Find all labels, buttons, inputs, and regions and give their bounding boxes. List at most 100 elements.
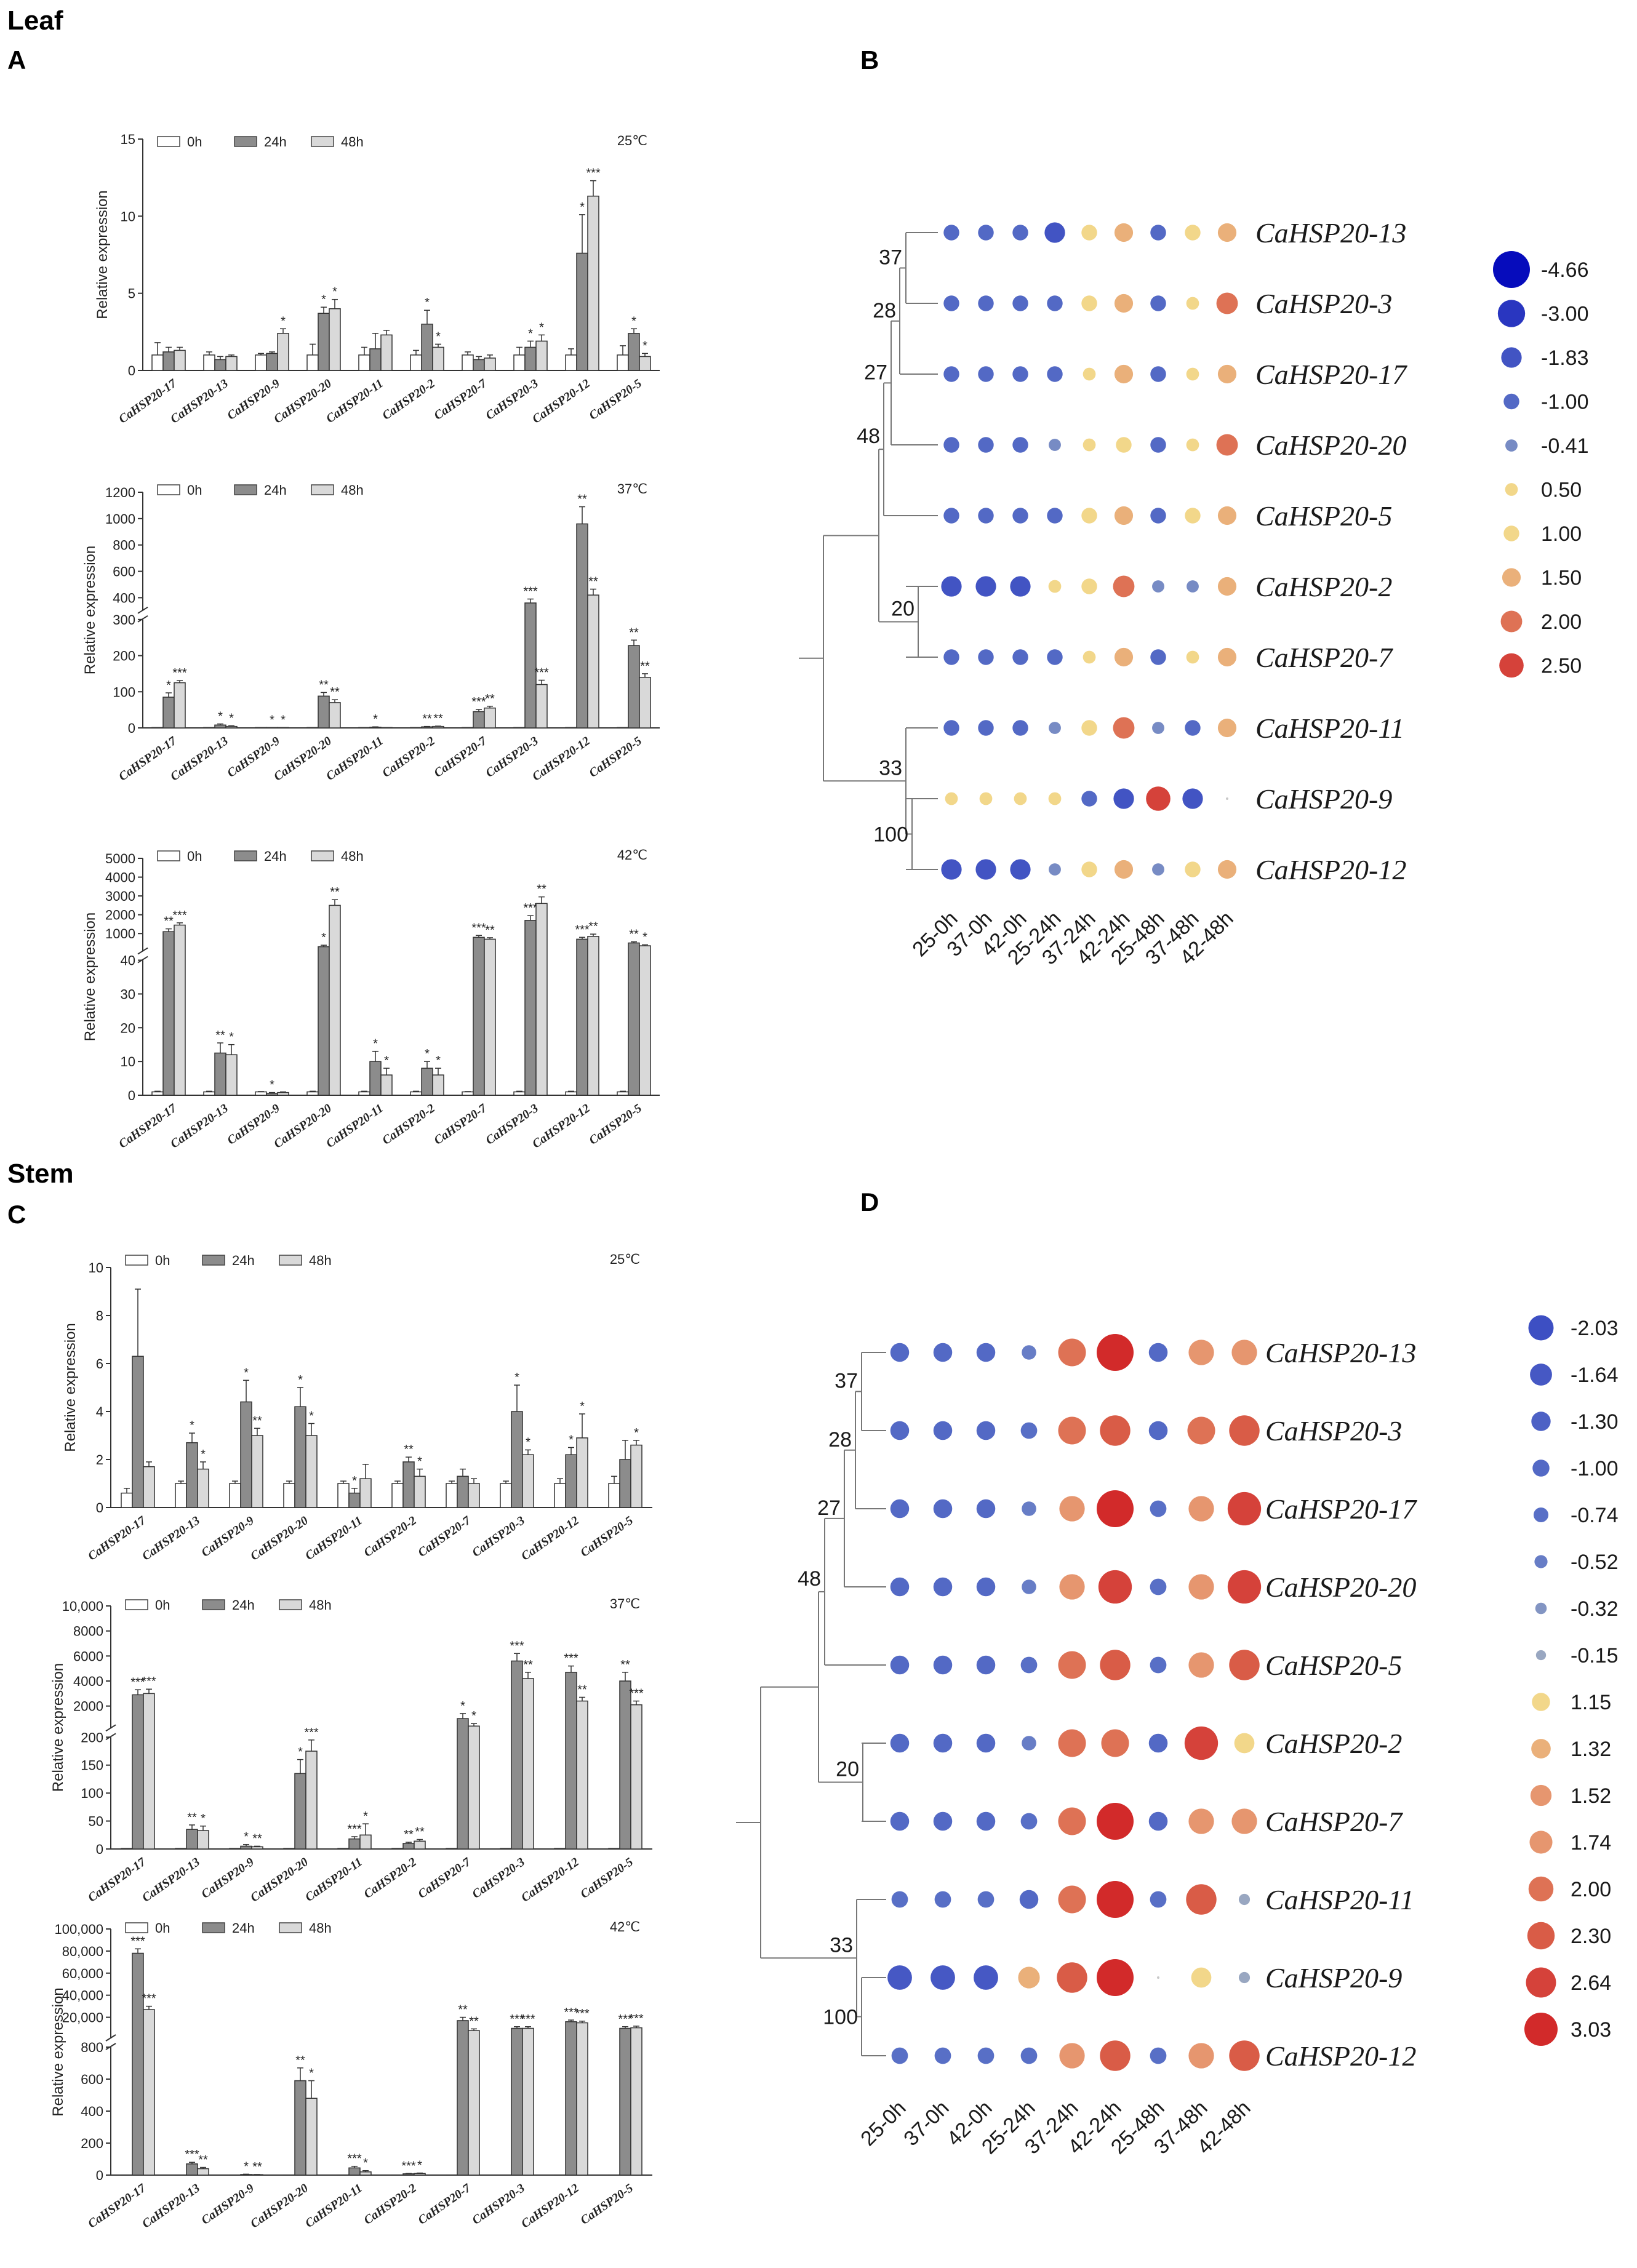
significance-mark: *	[166, 679, 171, 692]
dot-CaHSP20-2-42-0h	[1010, 576, 1031, 597]
dot-CaHSP20-7-42-0h	[976, 1811, 996, 1831]
significance-mark: **	[485, 924, 495, 937]
dot-CaHSP20-9-37-0h	[931, 1965, 955, 1990]
row-label: CaHSP20-2	[1265, 1728, 1402, 1759]
legend-label-48h: 48h	[341, 134, 364, 150]
legend-swatch-0h	[125, 1599, 148, 1610]
significance-mark: *	[384, 1054, 389, 1068]
significance-mark: **	[295, 2054, 305, 2067]
legend-swatch-48h	[311, 850, 334, 861]
axis-break-mark	[137, 947, 148, 955]
node-label: 33	[830, 1933, 853, 1957]
dot-CaHSP20-7-37-24h	[1083, 650, 1096, 664]
category-label: CaHSP20-12	[530, 734, 593, 783]
significance-mark: *	[580, 1400, 585, 1413]
bar-24h-CaHSP20-3	[524, 346, 537, 371]
significance-mark: *	[514, 1371, 519, 1384]
significance-mark: *	[270, 713, 274, 727]
bar-48h-CaHSP20-20	[329, 308, 341, 371]
bar-48h-CaHSP20-20	[305, 1435, 318, 1508]
dot-CaHSP20-13-42-0h	[1012, 225, 1028, 241]
significance-mark: ***	[304, 1726, 319, 1739]
significance-mark: ***	[347, 2152, 362, 2166]
legend-dot	[1532, 1693, 1550, 1711]
bar-24h-CaHSP20-3	[511, 1411, 523, 1508]
legend-value: -0.41	[1541, 434, 1589, 458]
dot-CaHSP20-20-25-24h	[1049, 439, 1061, 451]
dot-CaHSP20-20-37-48h	[1188, 1574, 1214, 1600]
significance-mark: *	[244, 1366, 249, 1380]
row-label: CaHSP20-17	[1255, 359, 1407, 390]
bar-0h-CaHSP20-9	[255, 354, 267, 371]
y-tick-label: 2000	[105, 908, 135, 923]
legend-label-48h: 48h	[341, 849, 364, 864]
significance-mark: *	[569, 1434, 574, 1447]
category-label: CaHSP20-7	[431, 1101, 489, 1148]
significance-mark: ***	[629, 2012, 644, 2026]
dot-CaHSP20-12-37-0h	[975, 859, 996, 880]
legend-label-0h: 0h	[187, 482, 202, 498]
dot-CaHSP20-9-25-48h	[1146, 786, 1171, 811]
significance-mark: *	[363, 2157, 368, 2170]
legend-label-0h: 0h	[155, 1253, 170, 1268]
chart-A42: 0 10 20 30 40 1000 2000 3000 4000 5000 Relative ex…	[82, 847, 660, 1151]
legend-dot	[1499, 653, 1524, 678]
category-label: CaHSP20-17	[86, 1514, 149, 1563]
bar-24h-CaHSP20-5	[619, 1680, 631, 1850]
dot-CaHSP20-5-37-24h	[1058, 1651, 1086, 1679]
bar-0h-CaHSP20-13	[175, 1848, 187, 1850]
dot-CaHSP20-2-37-48h	[1187, 580, 1199, 593]
row-label: CaHSP20-20	[1265, 1571, 1416, 1603]
dot-CaHSP20-7-25-24h	[1020, 1813, 1038, 1830]
significance-mark: *	[201, 1812, 206, 1826]
legend-value: 2.00	[1571, 1878, 1611, 1901]
dot-CaHSP20-17-42-48h	[1227, 1491, 1262, 1526]
bar-0h-CaHSP20-3	[513, 354, 526, 371]
category-label: CaHSP20-13	[140, 1855, 202, 1904]
dot-CaHSP20-13-42-48h	[1231, 1340, 1257, 1365]
dot-CaHSP20-2-25-48h	[1148, 1733, 1168, 1753]
legend-value: 0.50	[1541, 479, 1582, 502]
significance-mark: ***	[185, 2148, 199, 2162]
dot-CaHSP20-2-25-0h	[941, 576, 962, 597]
bar-24h-CaHSP20-12	[565, 1454, 577, 1508]
node-label: 28	[873, 299, 896, 322]
bar-24h-CaHSP20-9	[266, 353, 278, 371]
bar-0h-CaHSP20-13	[203, 1091, 215, 1096]
bar-48h-CaHSP20-13	[225, 725, 238, 729]
bar-48h-CaHSP20-11	[359, 1834, 372, 1850]
bar-48h-CaHSP20-9	[251, 1435, 263, 1508]
legend-dot	[1503, 393, 1519, 410]
significance-mark: **	[319, 678, 329, 692]
dot-CaHSP20-17-25-48h	[1150, 366, 1166, 382]
y-tick-label: 100	[113, 684, 135, 700]
section-label-stem: Stem	[7, 1159, 74, 1189]
y-tick-label: 0	[96, 1500, 103, 1515]
bar-48h-CaHSP20-12	[576, 1437, 588, 1508]
y-tick-label: 1000	[105, 511, 135, 527]
dot-CaHSP20-12-42-0h	[1010, 859, 1031, 880]
bar-48h-CaHSP20-2	[414, 2173, 426, 2176]
dot-CaHSP20-9-37-24h	[1057, 1962, 1087, 1993]
bar-0h-CaHSP20-7	[462, 727, 474, 729]
dot-CaHSP20-2-25-24h	[1048, 580, 1062, 593]
bar-48h-CaHSP20-11	[380, 727, 393, 729]
dot-CaHSP20-5-42-24h	[1100, 1650, 1131, 1680]
dot-CaHSP20-5-42-48h	[1229, 1650, 1260, 1680]
significance-mark: ***	[142, 1675, 156, 1688]
dot-CaHSP20-9-42-48h	[1238, 1971, 1251, 1984]
significance-mark: ***	[629, 1687, 644, 1701]
bar-0h-CaHSP20-7	[446, 1483, 458, 1508]
dot-CaHSP20-17-25-24h	[1047, 366, 1063, 382]
dot-CaHSP20-3-25-0h	[890, 1421, 910, 1440]
category-label: CaHSP20-13	[140, 1514, 202, 1563]
row-label: CaHSP20-3	[1265, 1415, 1402, 1447]
dot-CaHSP20-2-25-24h	[1022, 1736, 1036, 1751]
significance-mark: *	[281, 713, 286, 727]
dot-CaHSP20-13-25-24h	[1022, 1345, 1036, 1360]
bar-24h-CaHSP20-3	[524, 602, 537, 729]
dot-CaHSP20-13-25-0h	[943, 225, 959, 241]
bar-48h-CaHSP20-7	[468, 1725, 480, 1850]
node-label: 27	[817, 1496, 841, 1520]
bar-48h-CaHSP20-13	[197, 2168, 209, 2176]
